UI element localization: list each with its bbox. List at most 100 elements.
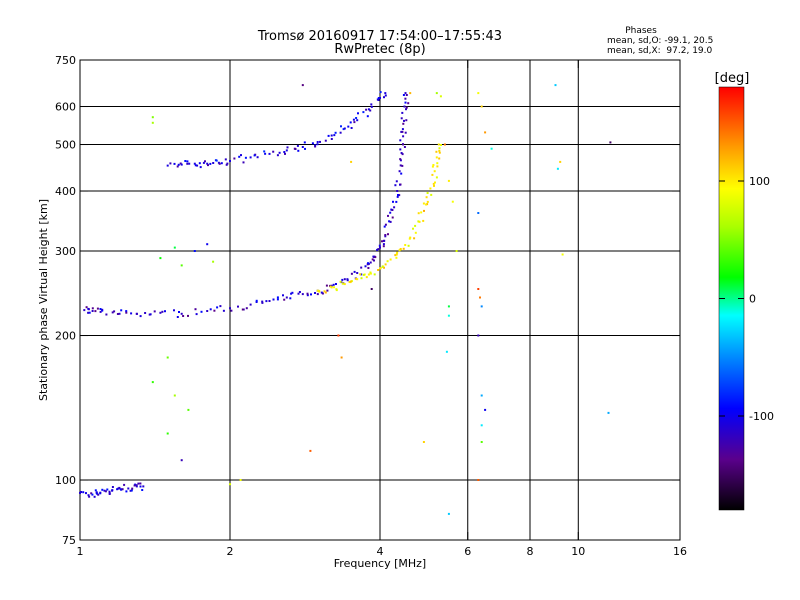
trace-point <box>296 144 299 147</box>
trace-point <box>398 194 401 197</box>
trace-point <box>389 220 392 223</box>
x-tick-label: 2 <box>227 545 234 558</box>
trace-point <box>382 239 385 242</box>
trace-point <box>399 148 402 151</box>
trace-point <box>91 310 94 312</box>
trace-point <box>391 216 394 219</box>
trace-point <box>367 273 370 276</box>
trace-point <box>384 234 387 236</box>
trace-point <box>408 237 411 240</box>
trace-point <box>316 293 319 296</box>
trace-point <box>325 284 328 287</box>
trace-point <box>327 134 330 137</box>
trace-point <box>242 161 245 164</box>
trace-point <box>222 309 225 312</box>
trace-point <box>272 150 275 153</box>
trace-point <box>403 105 406 108</box>
trace-point <box>198 162 201 165</box>
scatter-point <box>556 167 559 170</box>
trace-point <box>399 158 402 161</box>
trace-point <box>319 140 321 143</box>
trace-point <box>394 184 397 187</box>
scatter-point <box>479 296 481 299</box>
trace-point <box>241 308 244 311</box>
trace-point <box>369 272 372 275</box>
trace-point <box>384 92 387 95</box>
trace-point <box>343 278 346 281</box>
scatter-point <box>301 84 304 87</box>
scatter-point <box>173 246 176 249</box>
trace-point <box>399 183 402 186</box>
trace-point <box>129 489 132 492</box>
trace-point <box>220 162 223 165</box>
trace-point <box>356 272 359 274</box>
trace-point <box>333 134 336 137</box>
trace-point <box>230 309 233 312</box>
trace-point <box>91 493 94 496</box>
trace-point <box>297 149 300 152</box>
trace-point <box>334 131 337 134</box>
trace-point <box>401 130 404 133</box>
trace-point <box>173 162 176 165</box>
trace-point <box>186 162 189 165</box>
trace-point <box>431 165 434 168</box>
trace-point <box>436 165 439 168</box>
trace-point <box>407 244 410 247</box>
trace-point <box>261 300 264 303</box>
trace-point <box>382 243 385 246</box>
trace-point <box>384 223 387 226</box>
trace-point <box>316 289 319 292</box>
trace-point <box>330 138 333 140</box>
scatter-point <box>484 131 487 134</box>
trace-point <box>93 495 96 498</box>
trace-point <box>164 310 166 313</box>
trace-point <box>384 235 387 238</box>
trace-point <box>218 162 221 165</box>
trace-point <box>401 111 404 114</box>
scatter-point <box>173 394 176 397</box>
scatter-point <box>337 334 340 337</box>
trace-point <box>372 255 375 258</box>
trace-point <box>335 283 337 285</box>
trace-point <box>256 156 259 159</box>
trace-point <box>420 211 423 214</box>
trace-point <box>418 220 421 223</box>
trace-point <box>276 296 279 299</box>
trace-point <box>329 285 332 288</box>
trace-point <box>431 173 434 176</box>
trace-point <box>318 290 321 293</box>
trace-point <box>127 487 130 490</box>
trace-point <box>350 127 353 129</box>
trace-point <box>386 260 389 263</box>
trace-point <box>87 307 90 310</box>
trace-point <box>432 182 435 185</box>
trace-point <box>365 276 368 279</box>
trace-point <box>404 92 407 95</box>
trace-point <box>352 118 355 121</box>
trace-point <box>434 181 436 184</box>
trace-point <box>121 488 124 491</box>
trace-point <box>268 152 271 155</box>
trace-point <box>94 489 97 492</box>
trace-point <box>301 293 304 296</box>
trace-point <box>383 266 385 269</box>
trace-point <box>188 162 191 165</box>
trace-point <box>398 170 401 173</box>
trace-point <box>435 150 438 153</box>
trace-point <box>413 237 416 240</box>
trace-point <box>213 309 216 312</box>
trace-point <box>370 103 373 106</box>
trace-point <box>401 164 404 167</box>
trace-point <box>209 162 212 165</box>
x-tick-label: 10 <box>571 545 585 558</box>
trace-point <box>404 131 407 134</box>
trace-point <box>193 162 196 165</box>
trace-point <box>396 195 399 198</box>
trace-point <box>116 313 119 315</box>
y-tick-label: 600 <box>55 101 76 114</box>
trace-point <box>417 220 420 223</box>
trace-point <box>184 160 187 162</box>
trace-point <box>339 280 342 283</box>
trace-point <box>381 240 383 243</box>
y-tick-label: 750 <box>55 54 76 67</box>
